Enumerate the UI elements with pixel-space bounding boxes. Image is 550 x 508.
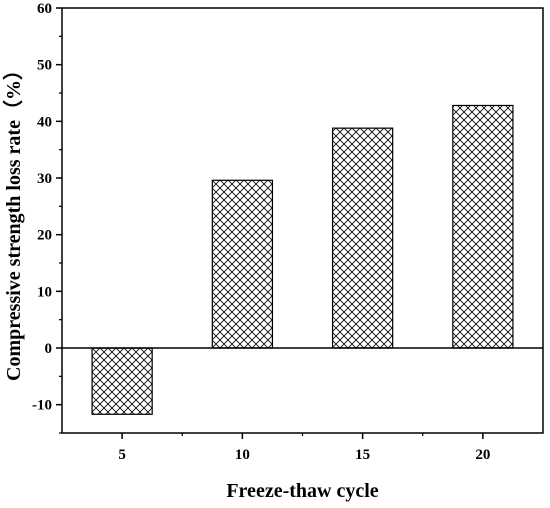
bar-5: [91, 347, 153, 415]
x-tick-label: 5: [118, 447, 126, 463]
y-tick-label: -10: [32, 398, 52, 414]
axes-group: [56, 7, 544, 439]
x-tick-label: 20: [475, 447, 490, 463]
bar-10: [211, 179, 274, 349]
bar-20: [452, 104, 514, 349]
labels-group: -10 0 10 20 30 40 50 60 5 10 15 20: [32, 1, 490, 463]
y-tick-label: 20: [37, 228, 52, 244]
y-tick-label: 40: [37, 114, 52, 130]
y-tick-label: 50: [37, 58, 52, 74]
y-tick-label: 60: [37, 1, 52, 17]
bar-15: [331, 127, 394, 349]
x-axis-title: Freeze-thaw cycle: [226, 480, 378, 502]
y-tick-label: 10: [37, 284, 52, 300]
x-tick-label: 15: [355, 447, 370, 463]
x-tick-label: 10: [235, 447, 250, 463]
y-tick-label: 0: [45, 341, 53, 357]
bars-group: [91, 104, 514, 415]
y-axis-title: Compressive strength loss rate（%）: [2, 60, 25, 381]
y-tick-label: 30: [37, 171, 52, 187]
